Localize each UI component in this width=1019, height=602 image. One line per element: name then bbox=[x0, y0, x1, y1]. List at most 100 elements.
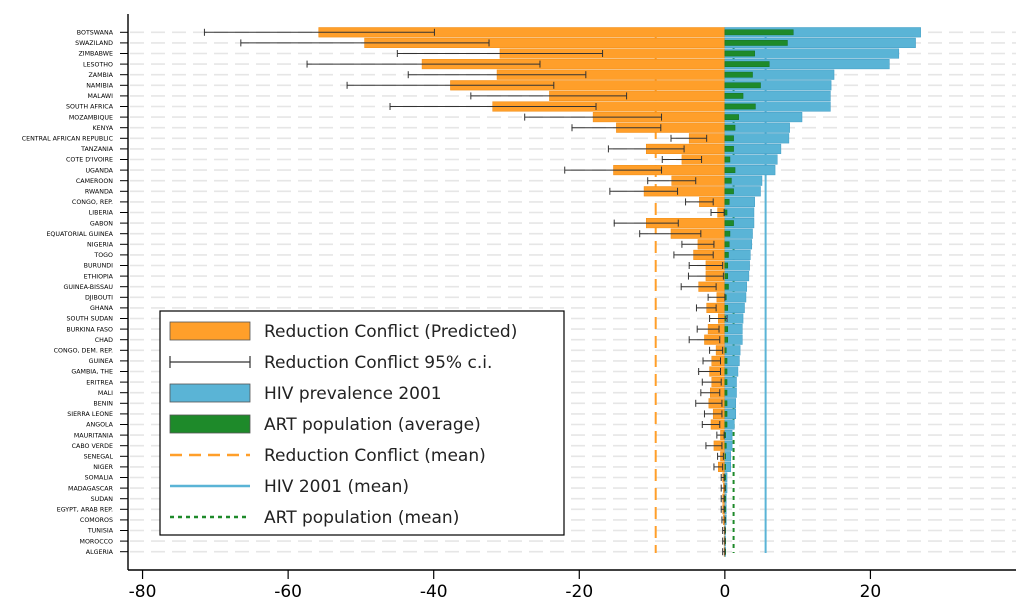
category-label: TUNISIA bbox=[87, 528, 114, 535]
category-label: ZAMBIA bbox=[88, 72, 113, 79]
bar-art bbox=[724, 262, 729, 269]
bar-art bbox=[724, 495, 726, 502]
bar-art bbox=[724, 188, 734, 195]
category-label: RWANDA bbox=[85, 189, 114, 196]
category-label: NIGERIA bbox=[87, 242, 114, 249]
bar-hiv bbox=[724, 207, 755, 218]
category-label: NIGER bbox=[93, 464, 113, 471]
bar-art bbox=[724, 135, 734, 142]
category-label: ETHIOPIA bbox=[84, 273, 114, 280]
bar-hiv bbox=[724, 154, 778, 165]
bar-art bbox=[724, 506, 726, 513]
bar-art bbox=[724, 40, 788, 46]
bar-art bbox=[724, 82, 761, 89]
bar-art bbox=[724, 230, 731, 237]
bar-art bbox=[724, 177, 732, 184]
category-label: BURUNDI bbox=[84, 263, 113, 270]
category-label: EQUATORIAL GUINEA bbox=[46, 231, 113, 238]
category-label: CONGO, DEM. REP. bbox=[54, 348, 113, 355]
legend-label: ART population (mean) bbox=[264, 508, 459, 528]
legend-label: ART population (average) bbox=[264, 415, 481, 435]
category-label: MOROCCO bbox=[80, 538, 114, 545]
category-label: TANZANIA bbox=[80, 146, 114, 153]
confidence-intervals bbox=[203, 28, 728, 556]
category-label: GABON bbox=[90, 220, 113, 227]
x-tick-label: -60 bbox=[274, 582, 302, 602]
category-label: CABO VERDE bbox=[72, 443, 113, 450]
bar-art bbox=[724, 442, 727, 449]
bar-art bbox=[724, 146, 734, 152]
bar-art bbox=[724, 464, 726, 470]
category-label: COTE D'IVOIRE bbox=[66, 157, 113, 164]
bar-hiv bbox=[724, 345, 741, 356]
category-label: MADAGASCAR bbox=[68, 485, 114, 492]
bar-art bbox=[724, 61, 770, 67]
bar-art bbox=[724, 368, 728, 375]
gridlines bbox=[130, 31, 1016, 553]
category-label: GAMBIA, THE bbox=[71, 369, 113, 376]
category-label: SIERRA LEONE bbox=[67, 411, 113, 418]
axes: -80 -60 -40 -20 0 20 bbox=[127, 14, 1016, 602]
bar-art bbox=[724, 50, 755, 57]
category-label: MALI bbox=[98, 390, 113, 397]
bar-hiv bbox=[724, 292, 747, 303]
legend-label: Reduction Conflict (mean) bbox=[264, 446, 486, 466]
bar-art bbox=[724, 347, 727, 354]
category-label: SOMALIA bbox=[85, 475, 114, 482]
category-label: SENEGAL bbox=[84, 454, 114, 461]
category-label: ALGERIA bbox=[86, 549, 114, 556]
category-label: GUINEA-BISSAU bbox=[64, 284, 114, 291]
legend-swatch bbox=[169, 414, 251, 434]
bar-art bbox=[724, 432, 726, 438]
category-label: LESOTHO bbox=[83, 61, 113, 68]
category-label: BURKINA FASO bbox=[66, 326, 113, 333]
category-label: CONGO, REP. bbox=[72, 199, 113, 206]
bar-art bbox=[724, 305, 729, 311]
bar-art bbox=[724, 453, 726, 460]
bar-art bbox=[724, 358, 728, 364]
bar-art bbox=[724, 199, 730, 205]
category-label: DJIBOUTI bbox=[85, 295, 113, 302]
bar-art bbox=[724, 167, 736, 173]
x-tick-label: -40 bbox=[420, 582, 448, 602]
bar-hiv bbox=[724, 133, 790, 144]
category-label: ERITREA bbox=[86, 379, 113, 386]
category-label: SOUTH SUDAN bbox=[66, 316, 113, 323]
bar-hiv bbox=[724, 430, 733, 441]
bar-art bbox=[724, 273, 729, 279]
bar-art bbox=[724, 379, 728, 385]
x-tick-label: 20 bbox=[860, 582, 882, 602]
bar-art bbox=[724, 241, 730, 248]
legend: Reduction Conflict (Predicted) Reduction … bbox=[159, 310, 565, 536]
bar-art bbox=[724, 252, 729, 258]
category-label: COMOROS bbox=[80, 517, 113, 524]
legend-label: Reduction Conflict (Predicted) bbox=[264, 322, 517, 342]
bar-art bbox=[724, 220, 734, 226]
legend-label: HIV 2001 (mean) bbox=[264, 477, 409, 497]
bar-hiv bbox=[724, 271, 750, 282]
bar-art bbox=[724, 400, 728, 407]
category-label: ZIMBABWE bbox=[78, 51, 113, 58]
bar-art bbox=[724, 103, 756, 110]
bar-art bbox=[724, 71, 753, 78]
category-labels: BOTSWANA SWAZILAND ZIMBABWE LESOTHO ZAMBIA NA… bbox=[22, 30, 128, 556]
category-label: SOUTH AFRICA bbox=[66, 104, 114, 111]
bar-art bbox=[724, 114, 739, 120]
category-label: CHAD bbox=[95, 337, 113, 344]
bar-art bbox=[724, 326, 729, 332]
legend-label: Reduction Conflict 95% c.i. bbox=[264, 353, 492, 373]
category-label: UGANDA bbox=[85, 167, 113, 174]
category-label: LIBERIA bbox=[89, 210, 114, 217]
bar-art bbox=[724, 421, 728, 428]
x-tick-label: -20 bbox=[565, 582, 593, 602]
x-tick-label: 0 bbox=[719, 582, 730, 602]
bar-art bbox=[724, 474, 726, 481]
bar-art bbox=[724, 283, 729, 290]
category-label: MAURITANIA bbox=[74, 432, 114, 439]
bar-art bbox=[724, 124, 736, 131]
category-label: MOZAMBIQUE bbox=[69, 114, 113, 121]
bar-hiv bbox=[724, 313, 744, 324]
bar-art bbox=[724, 29, 794, 36]
category-label: EGYPT, ARAB REP. bbox=[57, 507, 113, 514]
